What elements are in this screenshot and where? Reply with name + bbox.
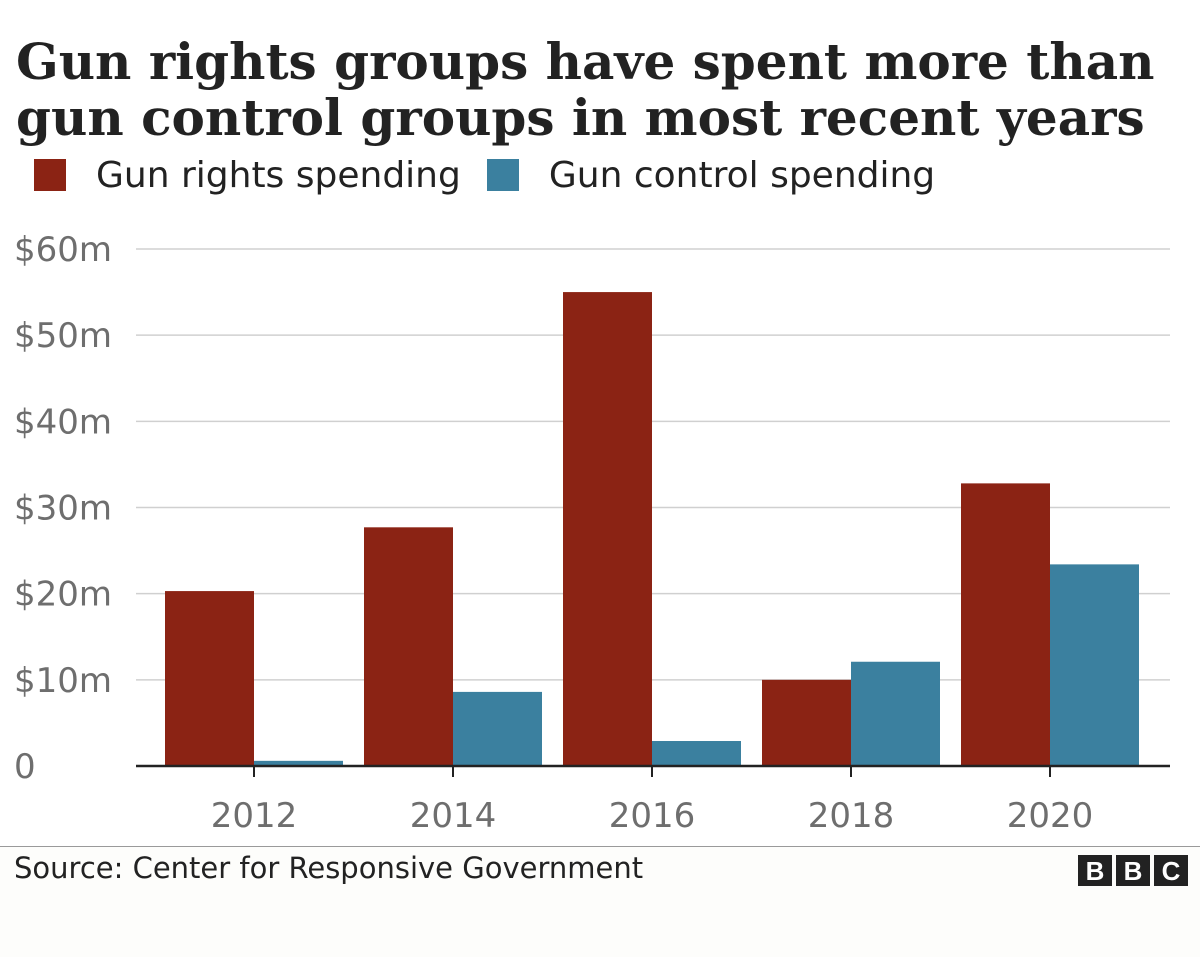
bar-gun-control-2018 <box>851 661 940 766</box>
footer-band <box>0 847 1200 957</box>
legend-label-gun-control: Gun control spending <box>548 154 936 196</box>
bbc-logo: B B C <box>1074 855 1188 886</box>
y-tick-label: $60m <box>14 230 112 270</box>
bar-gun-rights-2018 <box>762 679 851 766</box>
y-tick-label: 0 <box>14 747 36 787</box>
bar-gun-rights-2020 <box>961 483 1050 766</box>
footer-divider <box>0 846 1200 847</box>
y-tick-label: $40m <box>14 402 112 442</box>
legend-label-gun-rights: Gun rights spending <box>96 154 461 196</box>
legend-swatch-gun-rights <box>34 159 66 191</box>
x-tick-label: 2012 <box>211 796 298 836</box>
x-tick-label: 2016 <box>609 796 696 836</box>
bar-gun-rights-2016 <box>563 292 652 766</box>
x-tick-label: 2018 <box>808 796 895 836</box>
logo-letter-c: C <box>1154 855 1188 886</box>
bar-gun-rights-2014 <box>364 527 453 766</box>
legend-swatch-gun-control <box>486 159 519 191</box>
x-tick-label: 2014 <box>410 796 497 836</box>
legend-item-gun-control: Gun control spending <box>486 154 936 196</box>
x-tick-label: 2020 <box>1007 796 1094 836</box>
bar-gun-control-2014 <box>453 691 542 766</box>
y-tick-label: $50m <box>14 316 112 356</box>
bar-gun-control-2016 <box>652 741 741 766</box>
chart-title: Gun rights groups have spent more than g… <box>16 32 1155 147</box>
bar-gun-rights-2012 <box>165 591 254 766</box>
source-note: Source: Center for Responsive Government <box>14 851 644 885</box>
logo-letter-b2: B <box>1116 855 1150 886</box>
bar-chart: 0 $10m $20m $30m $40m $50m $60m 2012 2014 2016 201… <box>14 230 1170 836</box>
y-tick-label: $30m <box>14 489 112 529</box>
y-tick-label: $20m <box>14 575 112 615</box>
legend: Gun rights spending Gun control spending <box>34 150 961 200</box>
bar-gun-control-2020 <box>1050 564 1139 766</box>
y-tick-label: $10m <box>14 661 112 701</box>
bar-gun-control-2012 <box>254 760 343 766</box>
legend-item-gun-rights: Gun rights spending <box>34 155 461 196</box>
logo-letter-b1: B <box>1078 855 1112 886</box>
